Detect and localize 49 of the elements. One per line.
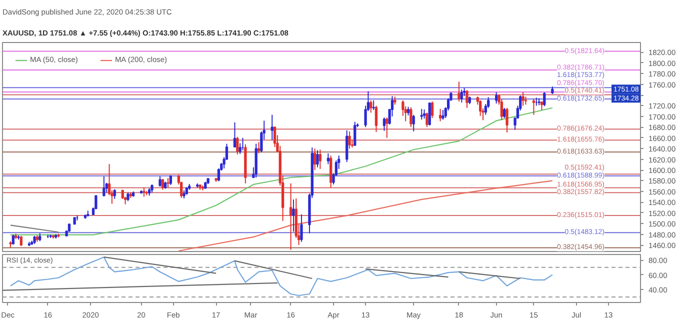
candlestick	[158, 176, 162, 188]
candlestick	[506, 107, 508, 133]
candlestick	[495, 92, 498, 104]
candlestick	[12, 234, 15, 245]
candlestick	[102, 176, 106, 196]
candlestick	[372, 100, 375, 110]
candlestick	[382, 117, 386, 132]
candlestick	[426, 112, 428, 128]
candlestick	[430, 100, 434, 119]
candlestick	[300, 214, 303, 242]
candlestick	[503, 107, 506, 119]
candlestick	[522, 92, 524, 106]
line-series	[178, 180, 553, 252]
candlestick	[420, 108, 423, 120]
candlestick	[442, 110, 444, 120]
candlestick	[20, 235, 23, 247]
candlestick	[412, 114, 415, 132]
candlestick	[458, 81, 460, 102]
candlestick	[422, 108, 426, 120]
candlestick	[314, 148, 316, 170]
candlestick	[142, 187, 146, 198]
candlestick	[316, 150, 319, 168]
candlestick	[428, 102, 431, 126]
candlestick	[257, 142, 260, 154]
candlestick	[438, 108, 442, 122]
candlestick	[410, 106, 412, 128]
candlestick	[370, 100, 372, 114]
candlestick	[346, 130, 348, 162]
candlestick	[532, 98, 536, 116]
candlestick	[233, 122, 236, 148]
candlestick	[479, 100, 482, 116]
candlestick	[326, 152, 330, 165]
candlestick	[466, 90, 468, 108]
candlestick	[374, 105, 378, 132]
candlestick	[166, 178, 170, 188]
candlestick	[460, 89, 463, 103]
candlestick	[354, 121, 356, 146]
candlestick	[500, 98, 504, 121]
candlestick	[318, 149, 322, 170]
candlestick	[236, 136, 239, 155]
candlestick	[386, 117, 388, 138]
line-series	[10, 107, 553, 236]
candlestick	[292, 198, 295, 232]
candlestick	[289, 182, 292, 250]
candlestick	[348, 130, 351, 150]
candlestick	[113, 188, 116, 200]
candlestick	[161, 178, 164, 190]
candlestick	[270, 114, 274, 140]
candlestick	[543, 92, 546, 107]
